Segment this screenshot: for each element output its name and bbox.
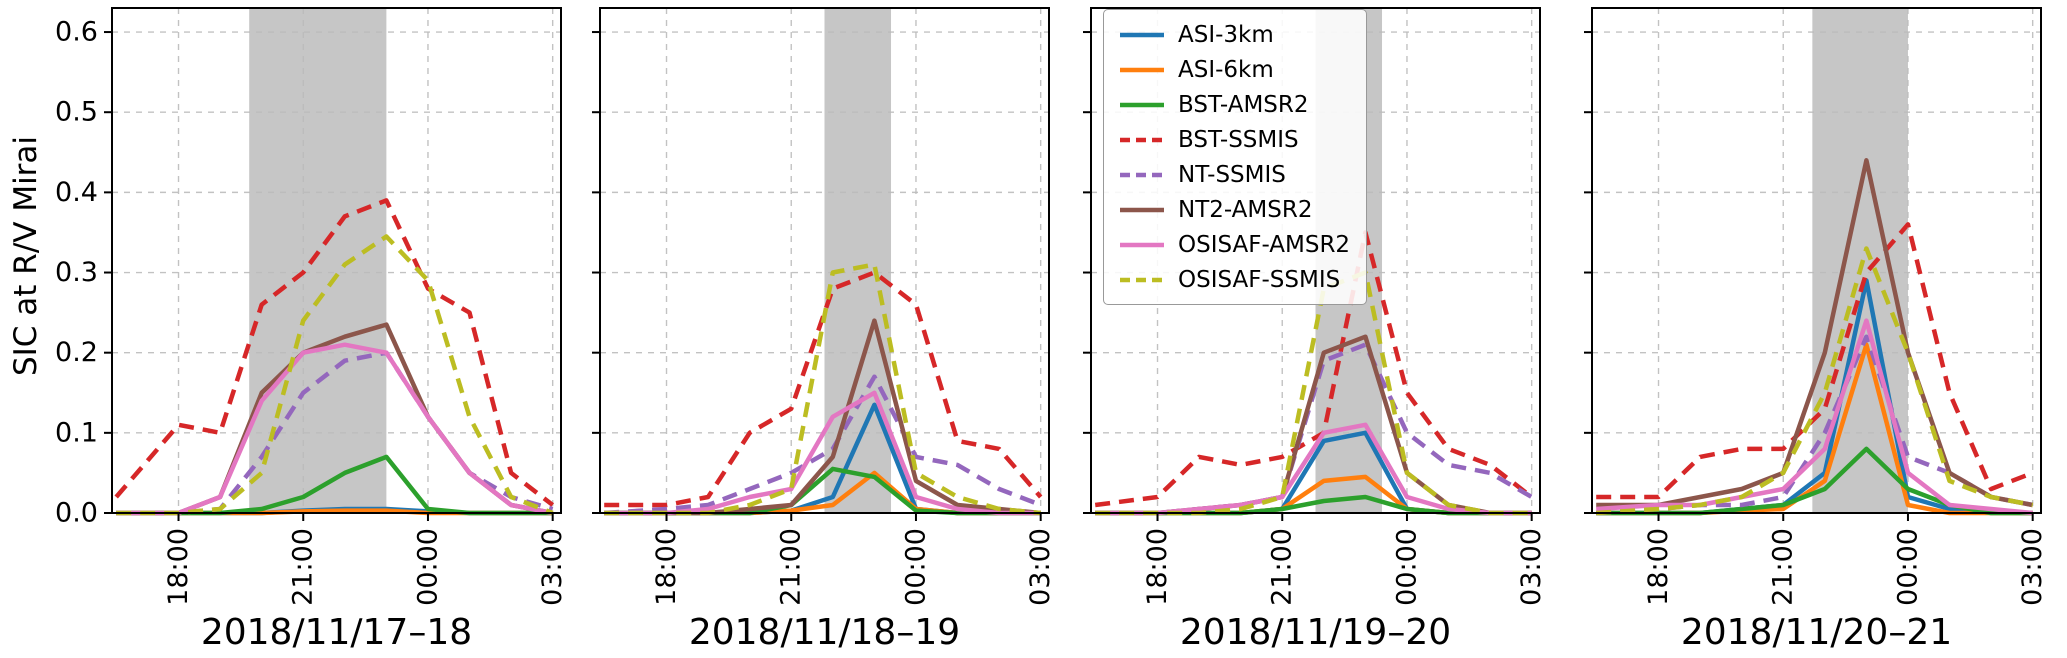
- legend-label: ASI-6km: [1178, 56, 1274, 83]
- x-tick-label: 18:00: [1142, 528, 1173, 606]
- x-tick-label: 18:00: [1643, 528, 1674, 606]
- series-line-nt2-amsr2: [1596, 158, 2034, 508]
- legend-line-sample: [1120, 207, 1164, 212]
- x-tick-label: 21:00: [288, 528, 319, 606]
- legend-label: NT-SSMIS: [1178, 161, 1286, 188]
- legend-item-nt2-amsr2: NT2-AMSR2: [1120, 192, 1350, 227]
- x-tick-label: 00:00: [900, 528, 931, 606]
- panel-date-label: 2018/11/20–21: [1681, 612, 1952, 653]
- series-line-bst-ssmis: [114, 198, 555, 507]
- axes-frame: [1591, 7, 2042, 514]
- legend-line-sample: [1120, 67, 1164, 72]
- legend-label: OSISAF-AMSR2: [1178, 231, 1351, 258]
- x-tick-label: 03:00: [1516, 528, 1547, 606]
- legend-item-asi-3km: ASI-3km: [1120, 17, 1350, 52]
- x-tick-label: 00:00: [412, 528, 443, 606]
- legend-label: OSISAF-SSMIS: [1178, 266, 1341, 293]
- legend-item-nt-ssmis: NT-SSMIS: [1120, 157, 1350, 192]
- y-tick-label: 0.2: [55, 337, 98, 368]
- series-line-nt2-amsr2: [604, 318, 1041, 516]
- series-line-osisaf-ssmis: [116, 234, 554, 516]
- legend-line-sample: [1120, 32, 1164, 37]
- axes-frame: [111, 7, 562, 514]
- axes-frame: [1090, 7, 1541, 514]
- chart-panel: 18:00 21:00 00:00 03:00 0.0 0.1 0.2 0.3 0.4 0.5 0.…: [55, 7, 568, 653]
- y-tick-label: 0.5: [55, 97, 98, 128]
- x-tick-label: 21:00: [1768, 528, 1799, 606]
- chart-panel: 18:00 21:00 00:00 03:00 2018/11/18–19: [592, 7, 1056, 653]
- series-line-nt-ssmis: [604, 374, 1042, 516]
- legend-label: NT2-AMSR2: [1178, 196, 1313, 223]
- axes-frame: [599, 7, 1050, 514]
- series-line-osisaf-amsr2: [604, 390, 1041, 516]
- legend: ASI-3km ASI-6km BST-AMSR2 BST-SSMIS NT-SSMIS…: [1103, 9, 1368, 305]
- y-tick-label: 0.1: [55, 417, 98, 448]
- legend-item-bst-ssmis: BST-SSMIS: [1120, 122, 1350, 157]
- series-line-nt-ssmis: [1095, 342, 1533, 516]
- panel-date-label: 2018/11/18–19: [689, 612, 960, 653]
- x-tick-label: 03:00: [2017, 528, 2048, 606]
- series-line-osisaf-amsr2: [1596, 318, 2033, 516]
- y-tick-label: 0.4: [55, 177, 98, 208]
- chart-panel: 18:00 21:00 00:00 03:00 2018/11/20–21: [1584, 7, 2048, 653]
- panel-date-label: 2018/11/17–18: [201, 612, 472, 653]
- series-line-asi-3km: [604, 402, 1041, 516]
- legend-label: ASI-3km: [1178, 21, 1274, 48]
- legend-line-sample: [1120, 172, 1164, 177]
- x-tick-label: 21:00: [776, 528, 807, 606]
- x-tick-label: 21:00: [1267, 528, 1298, 606]
- y-tick-label: 0.3: [55, 257, 98, 288]
- legend-line-sample: [1120, 242, 1164, 247]
- legend-item-osisaf-ssmis: OSISAF-SSMIS: [1120, 262, 1350, 297]
- series-line-bst-ssmis: [604, 270, 1043, 508]
- x-tick-label: 03:00: [537, 528, 568, 606]
- series-line-osisaf-ssmis: [604, 262, 1041, 516]
- x-tick-label: 18:00: [163, 528, 194, 606]
- legend-item-asi-6km: ASI-6km: [1120, 52, 1350, 87]
- series-line-osisaf-amsr2: [1095, 422, 1532, 516]
- series-line-bst-ssmis: [1596, 222, 2034, 500]
- panel-date-label: 2018/11/19–20: [1180, 612, 1451, 653]
- y-tick-label: 0.0: [55, 498, 98, 529]
- legend-line-sample: [1120, 137, 1164, 142]
- legend-item-bst-amsr2: BST-AMSR2: [1120, 87, 1350, 122]
- legend-label: BST-AMSR2: [1178, 91, 1309, 118]
- x-tick-label: 18:00: [651, 528, 682, 606]
- x-tick-label: 00:00: [1391, 528, 1422, 606]
- legend-line-sample: [1120, 102, 1164, 107]
- y-tick-label: 0.6: [55, 17, 98, 48]
- x-tick-label: 00:00: [1892, 528, 1923, 606]
- shaded-time-band: [824, 8, 892, 513]
- x-tick-label: 03:00: [1025, 528, 1056, 606]
- series-line-osisaf-ssmis: [1596, 246, 2034, 516]
- legend-label: BST-SSMIS: [1178, 126, 1299, 153]
- legend-item-osisaf-amsr2: OSISAF-AMSR2: [1120, 227, 1350, 262]
- series-line-osisaf-amsr2: [116, 342, 554, 516]
- legend-line-sample: [1120, 277, 1164, 282]
